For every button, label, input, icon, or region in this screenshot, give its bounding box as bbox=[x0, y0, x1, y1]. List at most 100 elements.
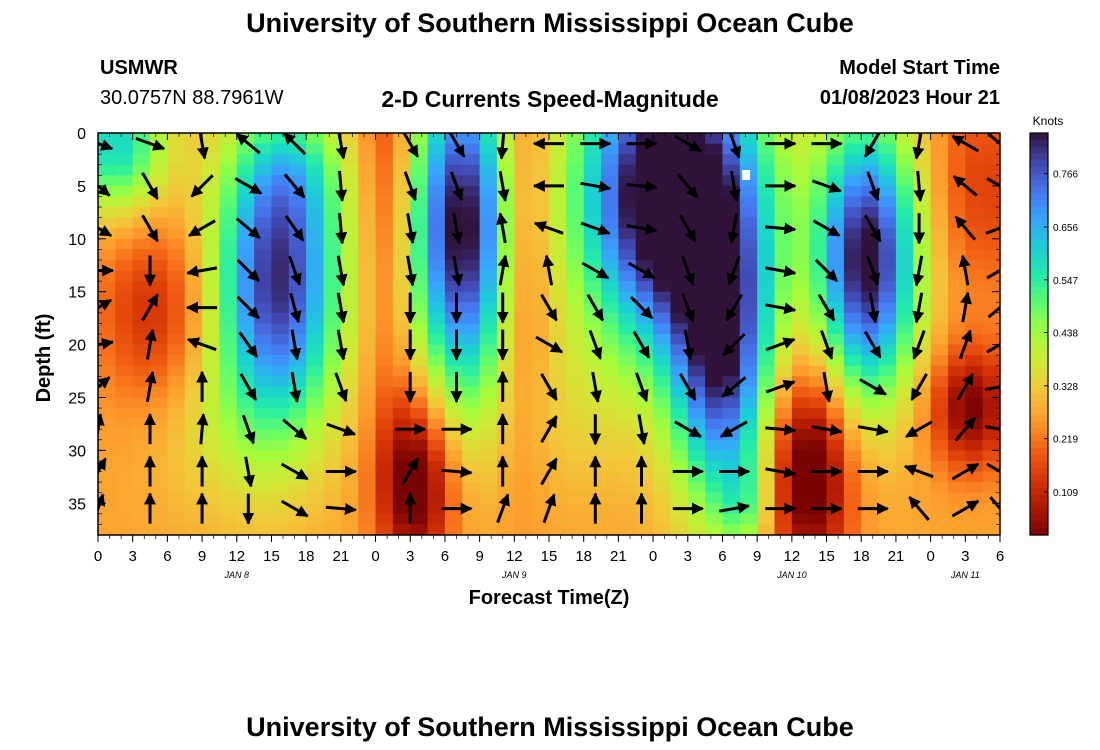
heatmap-cell bbox=[167, 334, 186, 346]
current-arrow bbox=[958, 329, 973, 360]
heatmap-cell bbox=[496, 323, 515, 335]
heatmap-cell bbox=[271, 365, 290, 377]
heatmap-cell bbox=[358, 228, 377, 240]
heatmap-cell bbox=[98, 418, 116, 430]
heatmap-cell bbox=[635, 154, 654, 166]
current-arrow bbox=[283, 173, 306, 199]
current-arrow bbox=[956, 372, 975, 401]
heatmap-cell bbox=[410, 185, 429, 198]
heatmap-cell bbox=[930, 524, 949, 535]
colorbar-swatch bbox=[1030, 213, 1048, 221]
heatmap-cell bbox=[791, 492, 810, 504]
heatmap-cell bbox=[670, 291, 689, 303]
heatmap-cell bbox=[254, 450, 273, 462]
heatmap-cell bbox=[410, 365, 429, 377]
current-arrow bbox=[721, 376, 747, 398]
heatmap-cell bbox=[358, 492, 377, 504]
heatmap-cell bbox=[878, 291, 897, 303]
heatmap-cell bbox=[774, 524, 793, 535]
heatmap-cell bbox=[132, 217, 151, 229]
heatmap-cell bbox=[410, 143, 429, 155]
heatmap-cell bbox=[219, 450, 238, 462]
heatmap-cell bbox=[202, 249, 221, 261]
heatmap-cell bbox=[479, 397, 498, 409]
colorbar-swatch bbox=[1030, 441, 1048, 449]
heatmap-cell bbox=[791, 408, 810, 420]
heatmap-cell bbox=[930, 249, 949, 261]
heatmap-cell bbox=[115, 164, 134, 176]
heatmap-cell bbox=[722, 217, 741, 229]
heatmap-cell bbox=[722, 175, 741, 187]
heatmap-cell bbox=[549, 291, 567, 303]
heatmap-cell bbox=[566, 376, 585, 388]
current-arrow bbox=[726, 255, 741, 286]
heatmap-cell bbox=[479, 376, 498, 388]
heatmap-cell bbox=[982, 429, 1000, 441]
heatmap-cell bbox=[809, 207, 828, 219]
heatmap-cell bbox=[687, 334, 706, 346]
heatmap-cell bbox=[878, 133, 897, 145]
heatmap-cell bbox=[115, 270, 134, 282]
heatmap-cell bbox=[930, 185, 949, 198]
heatmap-cell bbox=[462, 365, 481, 377]
current-arrow bbox=[811, 424, 843, 436]
heatmap-cell bbox=[167, 154, 186, 166]
heatmap-cell bbox=[462, 450, 481, 462]
heatmap-cell bbox=[895, 386, 914, 399]
heatmap-cell bbox=[757, 238, 776, 250]
heatmap-cell bbox=[982, 143, 1000, 155]
x-tick-label: 0 bbox=[649, 548, 657, 565]
heatmap-cell bbox=[375, 492, 394, 504]
heatmap-cell bbox=[635, 196, 654, 208]
heatmap-cell bbox=[653, 217, 672, 229]
heatmap-cell bbox=[566, 270, 585, 282]
heatmap-cell bbox=[739, 133, 758, 145]
colorbar-swatch bbox=[1030, 307, 1048, 315]
heatmap-cell bbox=[375, 207, 394, 219]
heatmap-cell bbox=[410, 323, 429, 335]
heatmap-cell bbox=[930, 217, 949, 229]
heatmap-cell bbox=[947, 164, 966, 176]
heatmap-cell bbox=[132, 185, 151, 198]
heatmap-cell bbox=[462, 323, 481, 335]
heatmap-cell bbox=[236, 291, 255, 303]
heatmap-cell bbox=[288, 164, 307, 176]
heatmap-cell bbox=[930, 355, 949, 367]
heatmap-cell bbox=[358, 249, 377, 261]
heatmap-cell bbox=[791, 365, 810, 377]
heatmap-cell bbox=[167, 238, 186, 250]
heatmap-cell bbox=[496, 429, 515, 441]
heatmap-cell bbox=[323, 270, 342, 282]
heatmap-cell bbox=[913, 185, 932, 198]
heatmap-cell bbox=[514, 302, 533, 314]
heatmap-cell bbox=[392, 439, 411, 451]
heatmap-cell bbox=[358, 513, 377, 526]
heatmap-cell bbox=[774, 207, 793, 219]
current-arrow bbox=[402, 133, 419, 158]
heatmap-cell bbox=[705, 196, 724, 208]
station-coordinates: 30.0757N 88.7961W bbox=[100, 87, 284, 109]
heatmap-cell bbox=[739, 196, 758, 208]
current-arrow bbox=[725, 293, 743, 322]
heatmap-cell bbox=[236, 408, 255, 420]
heatmap-cell bbox=[479, 143, 498, 155]
heatmap-cell bbox=[947, 291, 966, 303]
heatmap-cell bbox=[236, 492, 255, 504]
heatmap-cell bbox=[878, 196, 897, 208]
heatmap-cell bbox=[410, 207, 429, 219]
heatmap-cell bbox=[323, 164, 342, 176]
model-start-value: 01/08/2023 Hour 21 bbox=[819, 87, 1000, 109]
heatmap-cell bbox=[618, 524, 637, 535]
heatmap-cell bbox=[982, 217, 1000, 229]
x-tick-label: 6 bbox=[718, 548, 726, 565]
current-arrow bbox=[135, 136, 166, 151]
heatmap-cell bbox=[271, 207, 290, 219]
heatmap-cell bbox=[496, 503, 515, 515]
heatmap-cell bbox=[878, 482, 897, 494]
heatmap-cell bbox=[601, 259, 619, 272]
heatmap-cell bbox=[271, 249, 290, 261]
heatmap-cell bbox=[410, 471, 429, 483]
heatmap-cell bbox=[392, 524, 411, 535]
current-arrow bbox=[540, 373, 558, 401]
heatmap-cell bbox=[930, 238, 949, 250]
